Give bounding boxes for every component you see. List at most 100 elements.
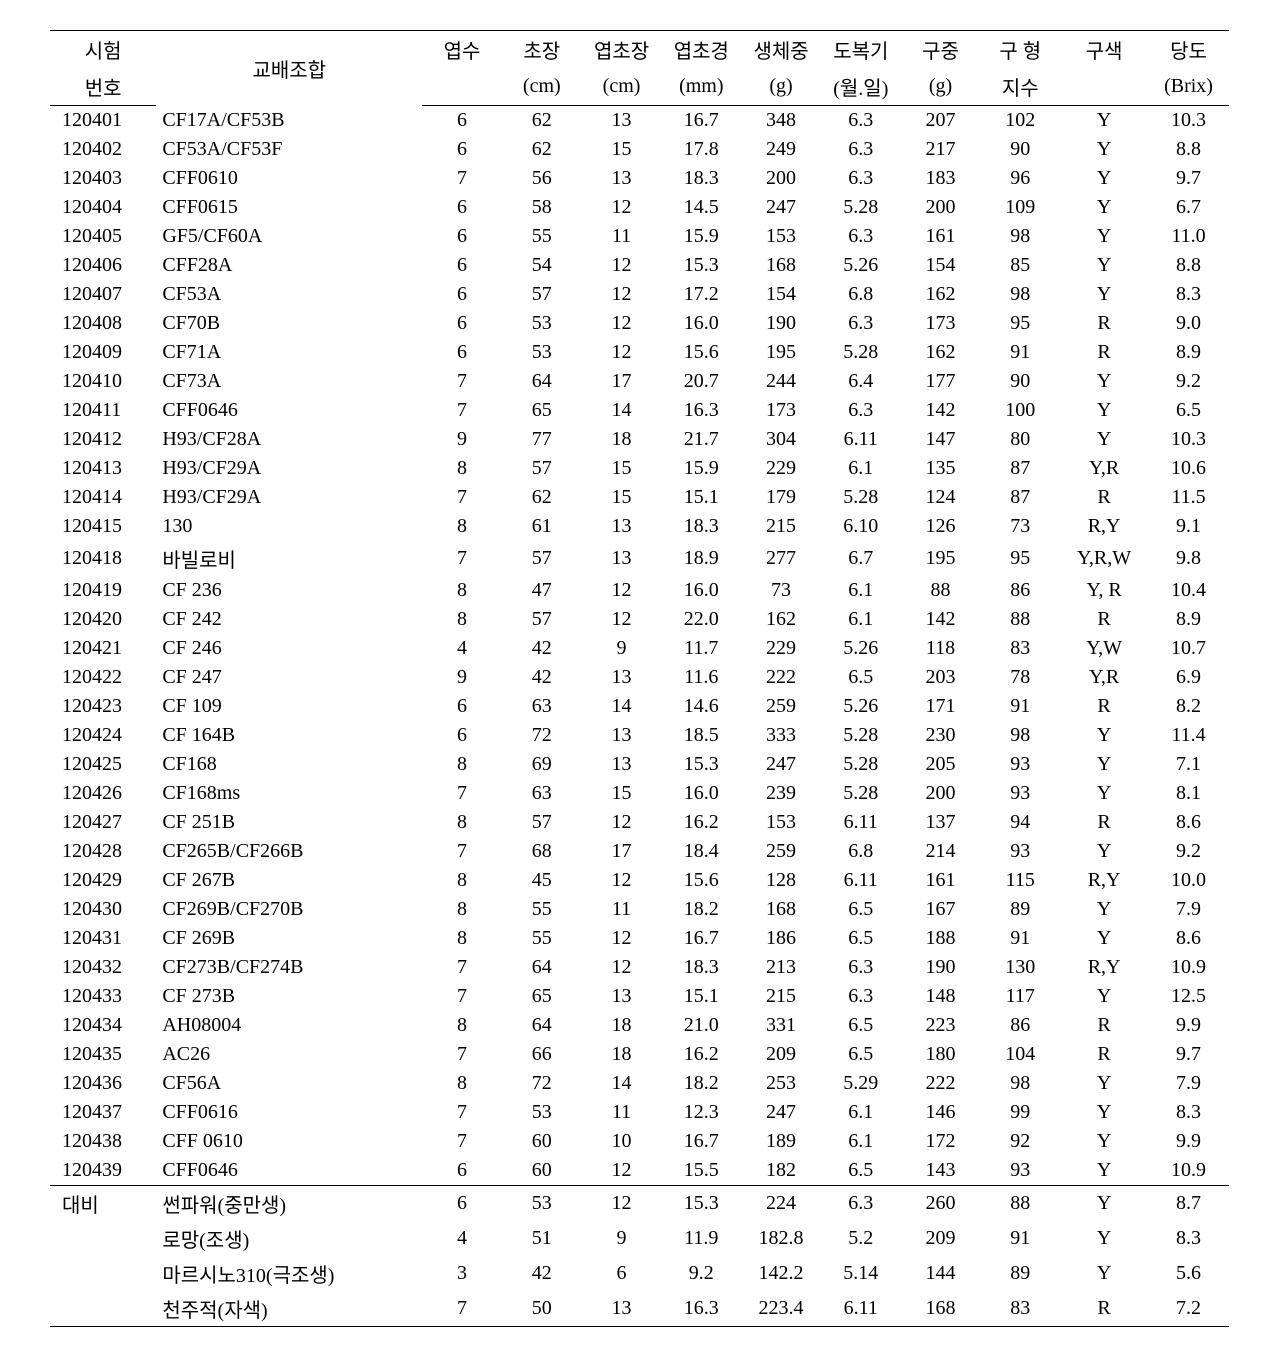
table-cell: 10.9 [1148, 953, 1229, 982]
table-cell: 8 [422, 866, 502, 895]
table-cell: 177 [901, 367, 981, 396]
table-cell: Y [1060, 164, 1148, 193]
table-cell: 72 [502, 721, 582, 750]
table-cell: 12 [582, 1186, 662, 1222]
table-cell: Y [1060, 924, 1148, 953]
table-cell: 120422 [50, 663, 156, 692]
table-cell: 333 [741, 721, 821, 750]
table-cell: 98 [980, 1069, 1060, 1098]
table-cell: 90 [980, 367, 1060, 396]
table-cell: 64 [502, 953, 582, 982]
table-cell: 168 [741, 251, 821, 280]
table-cell: 8.8 [1148, 135, 1229, 164]
table-cell: 91 [980, 924, 1060, 953]
table-cell: 17 [582, 367, 662, 396]
table-cell: 126 [901, 512, 981, 541]
table-cell: 120433 [50, 982, 156, 1011]
table-row: 120430CF269B/CF270B8551118.21686.516789Y… [50, 895, 1229, 924]
table-cell: CF 242 [156, 605, 422, 634]
table-cell: CF70B [156, 309, 422, 338]
table-cell: 6.3 [821, 953, 901, 982]
header-unit-g1: (g) [741, 68, 821, 106]
table-cell: 13 [582, 106, 662, 136]
table-row: 120402CF53A/CF53F6621517.82496.321790Y8.… [50, 135, 1229, 164]
table-cell: 162 [901, 338, 981, 367]
table-cell: 12 [582, 924, 662, 953]
table-cell: 8.6 [1148, 924, 1229, 953]
table-cell: CF53A [156, 280, 422, 309]
table-cell: 8.9 [1148, 605, 1229, 634]
table-cell: CF 246 [156, 634, 422, 663]
table-cell: 7 [422, 1040, 502, 1069]
table-cell: 6.5 [821, 895, 901, 924]
table-cell: 93 [980, 750, 1060, 779]
table-cell: 10.7 [1148, 634, 1229, 663]
table-cell: 62 [502, 483, 582, 512]
header-unit-mm: (mm) [661, 68, 741, 106]
table-cell: 120403 [50, 164, 156, 193]
table-cell: 55 [502, 222, 582, 251]
table-row: 로망(조생)451911.9182.85.220991Y8.3 [50, 1221, 1229, 1256]
table-cell: CF 267B [156, 866, 422, 895]
table-cell: 9 [422, 663, 502, 692]
table-cell: 161 [901, 222, 981, 251]
header-bulb-shape: 구 형 [980, 31, 1060, 69]
table-cell: 171 [901, 692, 981, 721]
table-cell: 120438 [50, 1127, 156, 1156]
header-unit-color [1060, 68, 1148, 106]
table-cell: 6.3 [821, 135, 901, 164]
table-cell: 80 [980, 425, 1060, 454]
table-cell: 91 [980, 692, 1060, 721]
table-cell: 8.7 [1148, 1186, 1229, 1222]
table-cell: 147 [901, 425, 981, 454]
table-cell: 57 [502, 808, 582, 837]
table-body: 120401CF17A/CF53B6621316.73486.3207102Y1… [50, 106, 1229, 1327]
table-cell: 16.7 [661, 106, 741, 136]
table-cell: 57 [502, 541, 582, 576]
table-cell: 6 [422, 1156, 502, 1186]
table-cell: 54 [502, 251, 582, 280]
table-cell: R,Y [1060, 953, 1148, 982]
table-row: 120404CFF06156581214.52475.28200109Y6.7 [50, 193, 1229, 222]
table-cell: 120411 [50, 396, 156, 425]
table-cell: 15.3 [661, 251, 741, 280]
table-cell: 173 [741, 396, 821, 425]
table-row: 120406CFF28A6541215.31685.2615485Y8.8 [50, 251, 1229, 280]
table-cell: 69 [502, 750, 582, 779]
table-cell: 64 [502, 367, 582, 396]
table-row: 120432CF273B/CF274B7641218.32136.3190130… [50, 953, 1229, 982]
table-cell: 16.3 [661, 1291, 741, 1327]
table-cell: 16.2 [661, 808, 741, 837]
table-cell: 15 [582, 454, 662, 483]
table-cell: 120401 [50, 106, 156, 136]
table-cell: 154 [901, 251, 981, 280]
table-row: 120411CFF06467651416.31736.3142100Y6.5 [50, 396, 1229, 425]
table-cell: 4 [422, 1221, 502, 1256]
table-cell: 148 [901, 982, 981, 1011]
table-cell: 98 [980, 721, 1060, 750]
table-cell: CFF0646 [156, 1156, 422, 1186]
header-unit-leaf [422, 68, 502, 106]
table-cell: CF269B/CF270B [156, 895, 422, 924]
table-cell: 42 [502, 663, 582, 692]
table-cell: 14 [582, 396, 662, 425]
table-cell: 47 [502, 576, 582, 605]
table-row: 120409CF71A6531215.61955.2816291R8.9 [50, 338, 1229, 367]
table-cell: 53 [502, 338, 582, 367]
table-cell: 53 [502, 1186, 582, 1222]
table-cell: R [1060, 309, 1148, 338]
table-cell: 88 [980, 605, 1060, 634]
table-cell: R [1060, 1040, 1148, 1069]
table-cell: CF 251B [156, 808, 422, 837]
table-cell: 21.0 [661, 1011, 741, 1040]
table-cell: CF 269B [156, 924, 422, 953]
table-row: 1204151308611318.32156.1012673R,Y9.1 [50, 512, 1229, 541]
table-cell: 8 [422, 808, 502, 837]
table-cell: 120437 [50, 1098, 156, 1127]
table-cell: 13 [582, 721, 662, 750]
table-cell: 7.1 [1148, 750, 1229, 779]
table-cell: CF 236 [156, 576, 422, 605]
table-cell: 6.3 [821, 164, 901, 193]
table-cell: Y [1060, 396, 1148, 425]
table-cell: 10.4 [1148, 576, 1229, 605]
